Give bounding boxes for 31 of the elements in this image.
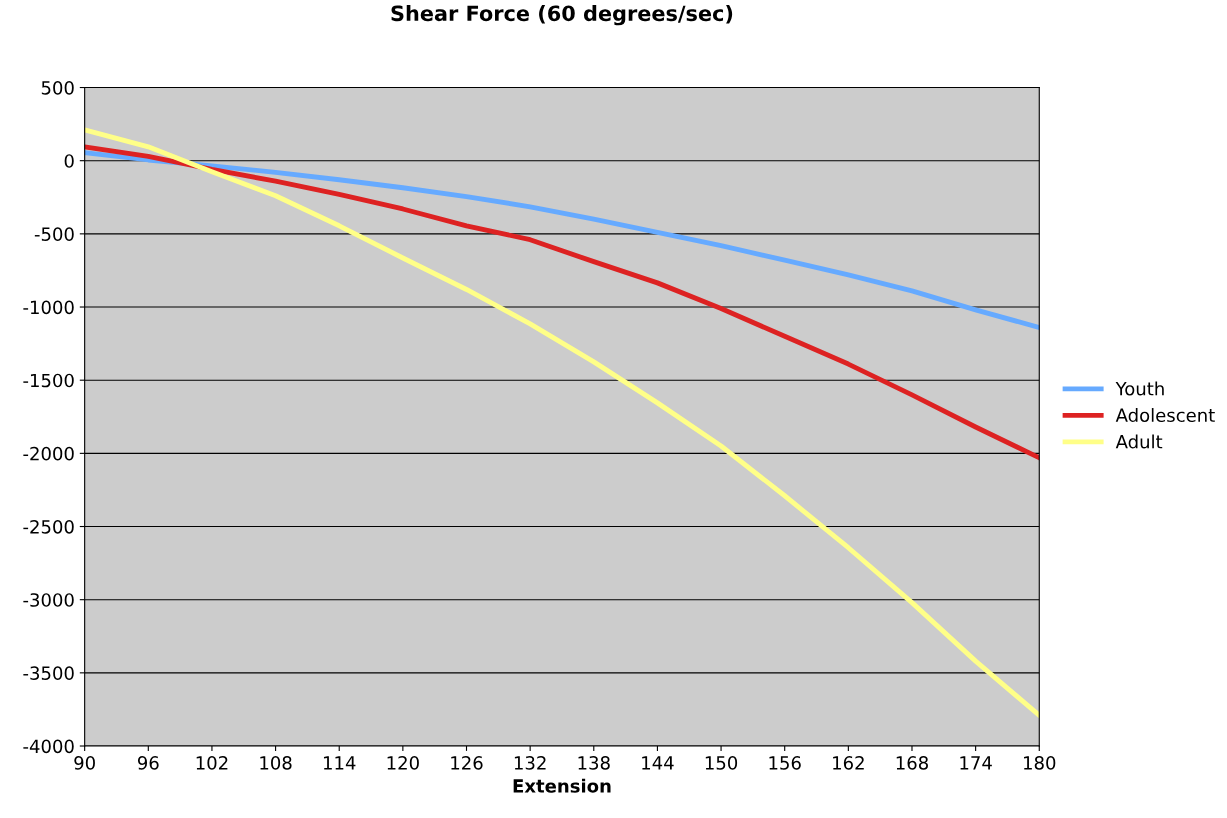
chart-title: Shear Force (60 degrees/sec) bbox=[391, 5, 733, 26]
y-tick-label: -1000 bbox=[23, 300, 74, 315]
x-tick-label: 138 bbox=[578, 756, 610, 770]
x-tick-label: 156 bbox=[769, 756, 801, 770]
y-tick-label: -1500 bbox=[23, 373, 74, 388]
y-tick-label: -3500 bbox=[23, 666, 74, 680]
x-tick-label: 168 bbox=[896, 756, 928, 770]
x-tick-label: 180 bbox=[1024, 756, 1056, 770]
legend-label: Youth bbox=[1115, 381, 1164, 396]
x-tick-label: 114 bbox=[323, 756, 356, 770]
x-tick-label: 108 bbox=[260, 756, 292, 770]
x-tick-label: 126 bbox=[451, 756, 483, 770]
x-tick-label: 150 bbox=[705, 756, 738, 770]
x-tick-label: 120 bbox=[387, 756, 419, 770]
y-tick-label: -2500 bbox=[23, 519, 74, 534]
x-axis-title: Extension bbox=[513, 778, 611, 793]
x-tick-label: 162 bbox=[833, 756, 864, 770]
y-tick-label: -3000 bbox=[23, 593, 74, 607]
y-tick-label: -500 bbox=[34, 227, 74, 241]
x-tick-label: 144 bbox=[642, 756, 674, 770]
x-tick-label: 102 bbox=[196, 756, 228, 770]
x-tick-label: 132 bbox=[514, 756, 546, 770]
legend-label: Adult bbox=[1115, 434, 1163, 449]
y-tick-label: -4000 bbox=[23, 739, 74, 754]
x-tick-label: 90 bbox=[74, 756, 95, 770]
y-tick-label: -2000 bbox=[23, 446, 74, 461]
y-tick-label: 500 bbox=[41, 80, 74, 95]
y-tick-label: 0 bbox=[64, 154, 74, 168]
legend-label: Adolescent bbox=[1115, 408, 1215, 423]
x-tick-label: 96 bbox=[137, 756, 159, 770]
x-tick-label: 174 bbox=[960, 756, 992, 770]
